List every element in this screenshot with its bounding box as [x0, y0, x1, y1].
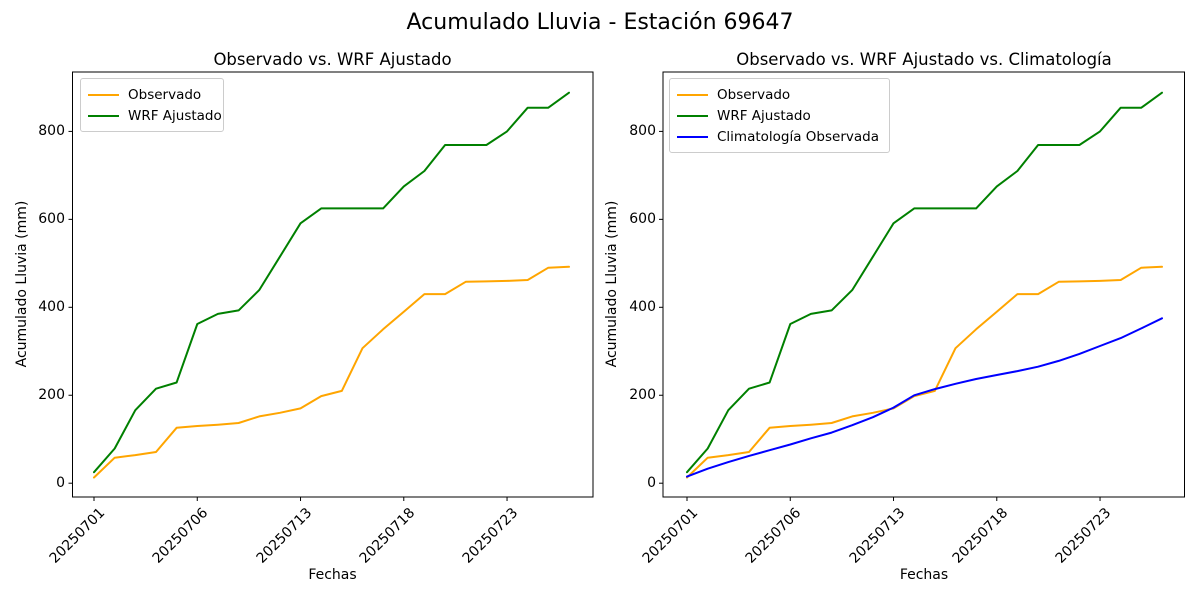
series-line-climatolog-a-observada	[686, 317, 1163, 478]
axes-frame	[72, 71, 594, 498]
legend-label: WRF Ajustado	[128, 107, 222, 124]
legend-item: Observado	[677, 84, 880, 105]
legend-label: Observado	[128, 86, 202, 103]
legend-line-sample	[88, 114, 119, 117]
legend-label: Climatología Observada	[717, 128, 879, 145]
y-tick-label: 800	[629, 123, 656, 140]
legend: Observado WRF Ajustado Climatología Observ…	[669, 78, 890, 153]
series-line-observado	[93, 265, 570, 479]
y-tick-label: 200	[629, 387, 656, 404]
legend-item: WRF Ajustado	[88, 105, 222, 126]
legend-line-sample	[88, 93, 119, 96]
subplot-title-right: Observado vs. WRF Ajustado vs. Climatolo…	[736, 50, 1112, 69]
y-tick-label: 600	[38, 211, 65, 228]
legend: Observado WRF Ajustado	[80, 78, 224, 132]
legend-line-sample	[677, 93, 708, 96]
series-line-wrf-ajustado	[93, 91, 570, 474]
y-tick-label: 0	[56, 475, 65, 492]
axes-frame	[662, 71, 1185, 498]
y-tick-label: 400	[629, 299, 656, 316]
y-tick-label: 600	[629, 211, 656, 228]
figure-title: Acumulado Lluvia - Estación 69647	[406, 10, 794, 35]
legend-item: WRF Ajustado	[677, 105, 880, 126]
x-axis-label-right: Fechas	[899, 567, 949, 583]
legend-item: Climatología Observada	[677, 126, 880, 147]
legend-label: WRF Ajustado	[717, 107, 811, 124]
x-axis-label-left: Fechas	[308, 567, 357, 583]
y-tick-label: 200	[38, 387, 65, 404]
y-tick-label: 800	[38, 123, 65, 140]
legend-line-sample	[677, 114, 708, 117]
subplot-title-left: Observado vs. WRF Ajustado	[213, 50, 452, 69]
y-tick-label: 400	[38, 299, 65, 316]
series-line-observado	[686, 265, 1163, 479]
y-tick-label: 0	[647, 475, 656, 492]
series-line-wrf-ajustado	[686, 91, 1163, 474]
legend-item: Observado	[88, 84, 214, 105]
legend-label: Observado	[717, 86, 791, 103]
legend-line-sample	[677, 135, 708, 138]
